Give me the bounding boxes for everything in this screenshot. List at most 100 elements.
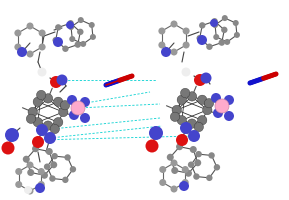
Circle shape <box>261 76 266 81</box>
Circle shape <box>257 77 262 82</box>
Circle shape <box>50 161 57 168</box>
Circle shape <box>38 181 45 188</box>
Circle shape <box>27 169 34 176</box>
Circle shape <box>233 20 239 26</box>
Circle shape <box>171 48 177 55</box>
Circle shape <box>249 80 254 85</box>
Circle shape <box>106 82 111 87</box>
Circle shape <box>60 101 70 110</box>
Circle shape <box>113 79 118 84</box>
Circle shape <box>80 113 90 123</box>
Circle shape <box>159 166 166 173</box>
Circle shape <box>158 27 165 34</box>
Circle shape <box>26 114 36 123</box>
Circle shape <box>211 93 221 103</box>
Circle shape <box>271 72 276 77</box>
Circle shape <box>69 36 75 42</box>
Circle shape <box>145 140 158 152</box>
Circle shape <box>212 22 218 28</box>
Circle shape <box>265 74 270 79</box>
Circle shape <box>204 99 214 108</box>
Circle shape <box>44 164 50 170</box>
Circle shape <box>57 74 68 86</box>
Circle shape <box>117 78 122 83</box>
Circle shape <box>33 118 42 127</box>
Circle shape <box>27 50 34 58</box>
Circle shape <box>123 76 128 81</box>
Circle shape <box>258 77 264 82</box>
Circle shape <box>264 75 269 80</box>
Circle shape <box>71 101 85 115</box>
Circle shape <box>116 78 121 83</box>
Circle shape <box>224 111 234 121</box>
Circle shape <box>32 136 44 148</box>
Circle shape <box>224 95 234 105</box>
Circle shape <box>171 21 177 27</box>
Circle shape <box>129 73 134 78</box>
Circle shape <box>68 24 74 30</box>
Circle shape <box>252 79 257 84</box>
Circle shape <box>70 166 76 172</box>
Circle shape <box>109 81 114 86</box>
Circle shape <box>180 122 192 134</box>
Circle shape <box>77 29 84 35</box>
Circle shape <box>197 35 203 41</box>
Circle shape <box>187 92 197 101</box>
Circle shape <box>15 168 22 175</box>
Circle shape <box>28 107 37 117</box>
Circle shape <box>36 124 48 136</box>
Circle shape <box>64 154 71 161</box>
Circle shape <box>177 95 186 104</box>
Circle shape <box>53 37 59 43</box>
Circle shape <box>171 186 177 192</box>
Circle shape <box>27 22 34 29</box>
Circle shape <box>167 154 174 161</box>
Circle shape <box>182 166 189 173</box>
Circle shape <box>221 27 227 33</box>
Circle shape <box>268 73 273 78</box>
Circle shape <box>14 29 21 36</box>
Circle shape <box>215 99 229 113</box>
Circle shape <box>260 76 265 81</box>
Circle shape <box>14 44 21 50</box>
Circle shape <box>118 77 124 82</box>
Circle shape <box>188 130 200 142</box>
Circle shape <box>35 183 45 193</box>
Circle shape <box>114 79 119 84</box>
Circle shape <box>105 82 110 87</box>
Circle shape <box>43 121 53 130</box>
Circle shape <box>262 75 268 80</box>
Circle shape <box>194 159 201 166</box>
Circle shape <box>23 156 30 163</box>
Circle shape <box>33 97 42 106</box>
Circle shape <box>253 79 258 84</box>
Circle shape <box>36 90 46 100</box>
Circle shape <box>41 172 48 179</box>
Circle shape <box>125 75 130 80</box>
Circle shape <box>182 179 189 186</box>
Circle shape <box>250 80 255 85</box>
Circle shape <box>90 34 96 40</box>
Circle shape <box>161 47 171 57</box>
Circle shape <box>158 42 165 48</box>
Circle shape <box>199 22 205 29</box>
Circle shape <box>59 107 68 117</box>
Circle shape <box>170 112 180 121</box>
Circle shape <box>159 179 166 186</box>
Circle shape <box>32 145 39 152</box>
Circle shape <box>179 181 189 191</box>
Circle shape <box>51 153 58 159</box>
Circle shape <box>89 22 95 28</box>
Circle shape <box>75 41 81 48</box>
Circle shape <box>27 162 34 168</box>
Circle shape <box>38 68 47 76</box>
Circle shape <box>110 80 115 85</box>
Circle shape <box>67 20 74 26</box>
Circle shape <box>193 173 200 180</box>
Circle shape <box>183 27 190 34</box>
Circle shape <box>181 88 190 98</box>
Circle shape <box>50 124 60 134</box>
Circle shape <box>80 41 86 47</box>
Circle shape <box>256 78 261 83</box>
Circle shape <box>194 74 206 86</box>
